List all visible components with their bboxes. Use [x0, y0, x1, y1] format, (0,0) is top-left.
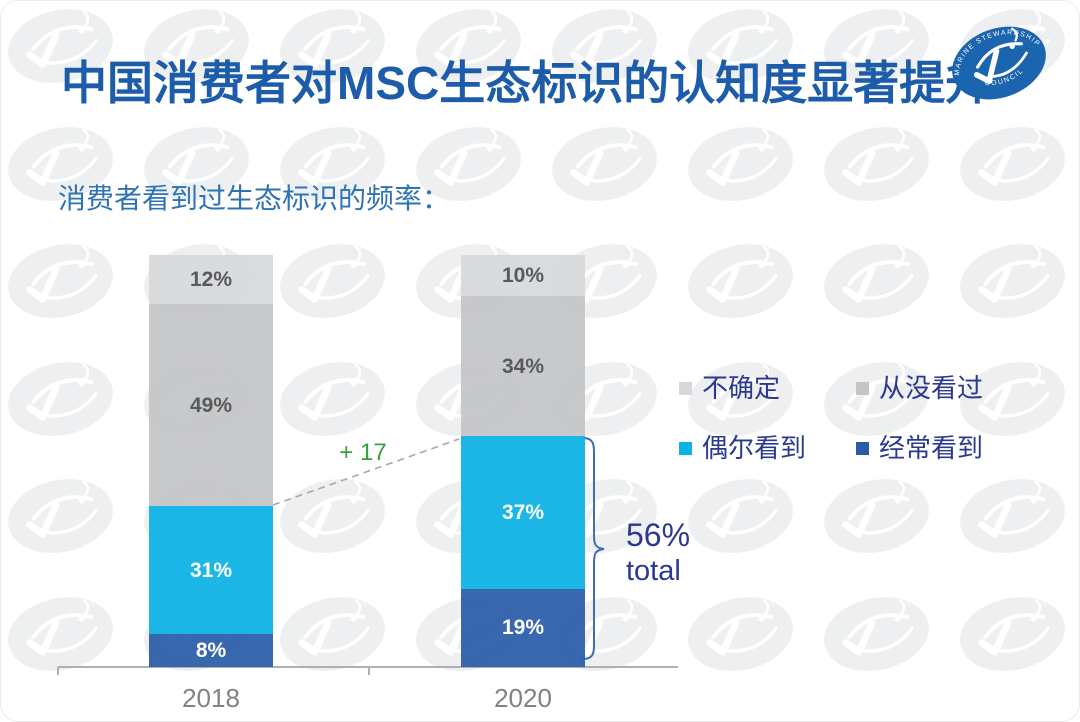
bar-segment-label: 12% [189, 268, 233, 292]
legend-swatch [856, 381, 869, 395]
legend-label: 从没看过 [879, 373, 984, 403]
bar-segment-label: 34% [501, 354, 545, 378]
legend-swatch [679, 441, 692, 455]
delta-annotation: + 17 [339, 439, 387, 466]
bar-segment: 19% [461, 588, 585, 667]
msc-logo: MARINE STEWARDSHIP COUNCIL [943, 13, 1055, 113]
bar-segment-label: 10% [501, 264, 545, 288]
chart-subtitle: 消费者看到过生态标识的频率： [58, 183, 451, 214]
legend-item: 经常看到 [856, 435, 983, 461]
legend-label: 偶尔看到 [702, 433, 807, 463]
bar-segment: 37% [461, 436, 585, 589]
legend-label: 经常看到 [879, 433, 984, 463]
legend-item: 从没看过 [856, 375, 983, 401]
bar-segment-label: 19% [501, 616, 545, 640]
x-axis-label: 2020 [494, 683, 552, 713]
legend-label: 不确定 [702, 373, 781, 403]
bar-segment: 10% [461, 255, 585, 297]
bar-segment: 12% [149, 255, 273, 305]
total-value: 56% [626, 517, 691, 553]
legend-item: 不确定 [679, 375, 856, 401]
msc-logo-graphic: MARINE STEWARDSHIP COUNCIL [944, 17, 1046, 100]
page-title: 中国消费者对MSC生态标识的认知度显著提升 [61, 57, 992, 109]
bar-segment-label: 31% [189, 558, 233, 582]
bar-segment-label: 49% [189, 393, 233, 417]
bar-segment-label: 37% [501, 500, 545, 524]
legend-swatch [679, 381, 692, 395]
legend-swatch [856, 441, 869, 455]
total-word: total [626, 554, 681, 587]
bar-segment-label: 8% [195, 639, 227, 662]
bar-segment: 34% [461, 296, 585, 437]
total-annotation: 56% total [626, 517, 691, 587]
bar-segment: 49% [149, 304, 273, 507]
x-axis-label: 2018 [182, 683, 240, 713]
legend: 不确定 从没看过偶尔看到 经常看到 [679, 375, 983, 461]
bar-segment: 8% [149, 634, 273, 667]
legend-item: 偶尔看到 [679, 435, 856, 461]
bar-segment: 31% [149, 506, 273, 635]
